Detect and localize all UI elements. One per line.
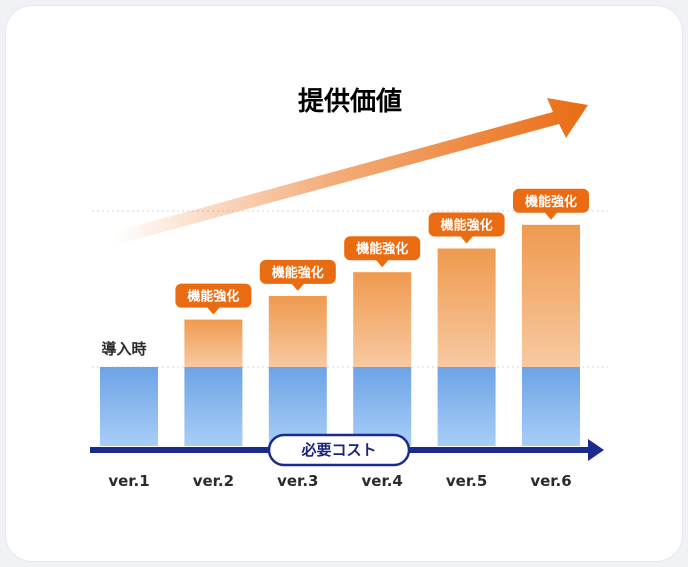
bar-base-2 bbox=[184, 367, 243, 446]
bar-callout-6 bbox=[513, 188, 589, 220]
x-tick-label-5: ver.5 bbox=[446, 472, 487, 490]
bar-callout-label-3: 機能強化 bbox=[272, 265, 324, 281]
bar-enhancement-6 bbox=[522, 224, 580, 367]
x-axis-labels: ver.1 ver.2 ver.3 ver.4 ver.5 ver.6 bbox=[108, 472, 571, 490]
bar-enhancement-4 bbox=[353, 272, 412, 367]
bar-base-4 bbox=[353, 367, 412, 446]
bar-callout-4 bbox=[344, 236, 421, 268]
x-tick-label-6: ver.6 bbox=[530, 472, 571, 490]
cost-axis-label: 必要コスト bbox=[300, 441, 376, 459]
x-tick-label-4: ver.4 bbox=[362, 472, 403, 490]
bar-callout-label-2: 機能強化 bbox=[187, 289, 239, 305]
bar-callout-3 bbox=[259, 259, 336, 291]
bar-callout-2 bbox=[175, 283, 252, 315]
bar-callout-label-4: 機能強化 bbox=[356, 241, 408, 257]
bar-base-1 bbox=[100, 367, 158, 446]
bar-base-6 bbox=[522, 367, 580, 446]
cost-axis-label-pill bbox=[267, 433, 411, 467]
baseline-label: 導入時 bbox=[101, 340, 146, 358]
x-tick-label-2: ver.2 bbox=[193, 472, 234, 490]
value-arrow bbox=[113, 98, 588, 244]
bar-base-3 bbox=[268, 367, 327, 446]
bar-enhancement-2 bbox=[184, 319, 243, 367]
x-tick-label-3: ver.3 bbox=[277, 472, 318, 490]
bar-enhancement-5 bbox=[437, 248, 496, 367]
chart-title: 提供価値 bbox=[298, 87, 402, 117]
cost-axis-arrowhead bbox=[588, 439, 604, 461]
bar-callout-5 bbox=[428, 212, 505, 244]
bar-callout-label-6: 機能強化 bbox=[525, 194, 577, 210]
bar-base-5 bbox=[437, 367, 496, 446]
x-tick-label-1: ver.1 bbox=[108, 472, 149, 490]
bar-callout-label-5: 機能強化 bbox=[441, 218, 493, 234]
bar-enhancement-3 bbox=[268, 295, 327, 367]
